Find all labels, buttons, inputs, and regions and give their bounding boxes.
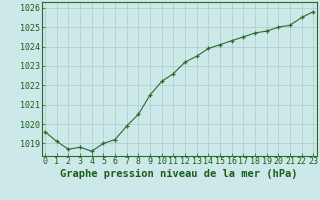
X-axis label: Graphe pression niveau de la mer (hPa): Graphe pression niveau de la mer (hPa) bbox=[60, 169, 298, 179]
